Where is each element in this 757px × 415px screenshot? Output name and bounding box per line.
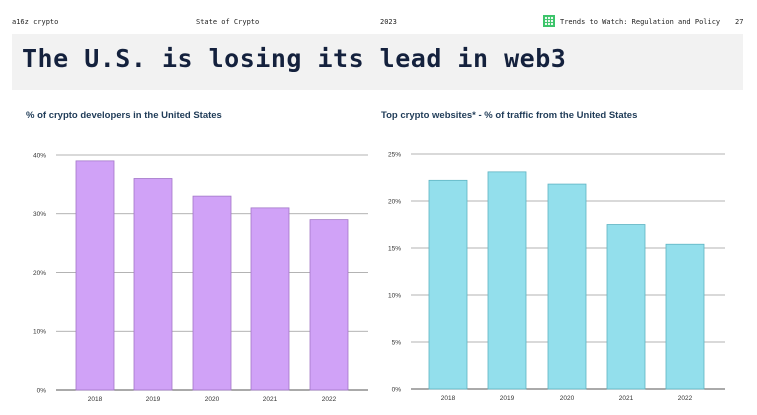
x-tick-label: 2020 (205, 396, 220, 403)
x-tick-label: 2019 (146, 396, 161, 403)
chart-websites: 0% 5% 10% 15% 20% 25% 2018 2019 2020 2021 2022 (388, 151, 725, 402)
y-tick-label: 40% (33, 152, 46, 159)
y-tick-label: 15% (388, 245, 401, 252)
y-tick-label: 0% (392, 386, 402, 393)
y-tick-label: 10% (33, 329, 46, 336)
x-tick-label: 2021 (263, 396, 278, 403)
grid-icon-dots (544, 16, 554, 26)
title-band: The U.S. is losing its lead in web3 (12, 34, 743, 90)
x-tick-label: 2020 (560, 395, 575, 402)
bar (428, 179, 468, 390)
bar (547, 183, 587, 390)
x-tick-label: 2021 (619, 395, 634, 402)
chart-developers: 0% 10% 20% 30% 40% 2018 2019 2020 2021 2022 (33, 152, 368, 403)
y-tick-label: 0% (37, 387, 47, 394)
bar (606, 224, 646, 390)
bar (133, 178, 173, 391)
y-tick-label: 25% (388, 151, 401, 158)
y-tick-label: 20% (388, 198, 401, 205)
page-number: 27 (735, 18, 744, 26)
x-tick-label: 2022 (322, 396, 337, 403)
bar (487, 171, 527, 390)
brand-label: a16z crypto (12, 18, 59, 26)
bar (192, 195, 232, 391)
report-label: State of Crypto (196, 18, 260, 26)
grid-icon (543, 15, 555, 27)
chart-title-websites: Top crypto websites* - % of traffic from… (381, 110, 638, 121)
bar (665, 243, 705, 390)
chart-title-developers: % of crypto developers in the United Sta… (26, 110, 222, 121)
bar (309, 219, 349, 391)
page-title: The U.S. is losing its lead in web3 (22, 44, 567, 73)
y-tick-label: 20% (33, 270, 46, 277)
year-label: 2023 (380, 18, 397, 26)
bar (75, 160, 115, 391)
x-tick-label: 2019 (500, 395, 515, 402)
x-tick-label: 2018 (88, 396, 103, 403)
top-bar: a16z crypto State of Crypto 2023 Trends … (0, 0, 757, 42)
y-tick-label: 30% (33, 211, 46, 218)
x-tick-label: 2018 (441, 395, 456, 402)
bar (250, 207, 290, 391)
x-tick-label: 2022 (678, 395, 693, 402)
y-tick-label: 10% (388, 292, 401, 299)
y-tick-label: 5% (392, 339, 402, 346)
section-label: Trends to Watch: Regulation and Policy (560, 18, 721, 26)
